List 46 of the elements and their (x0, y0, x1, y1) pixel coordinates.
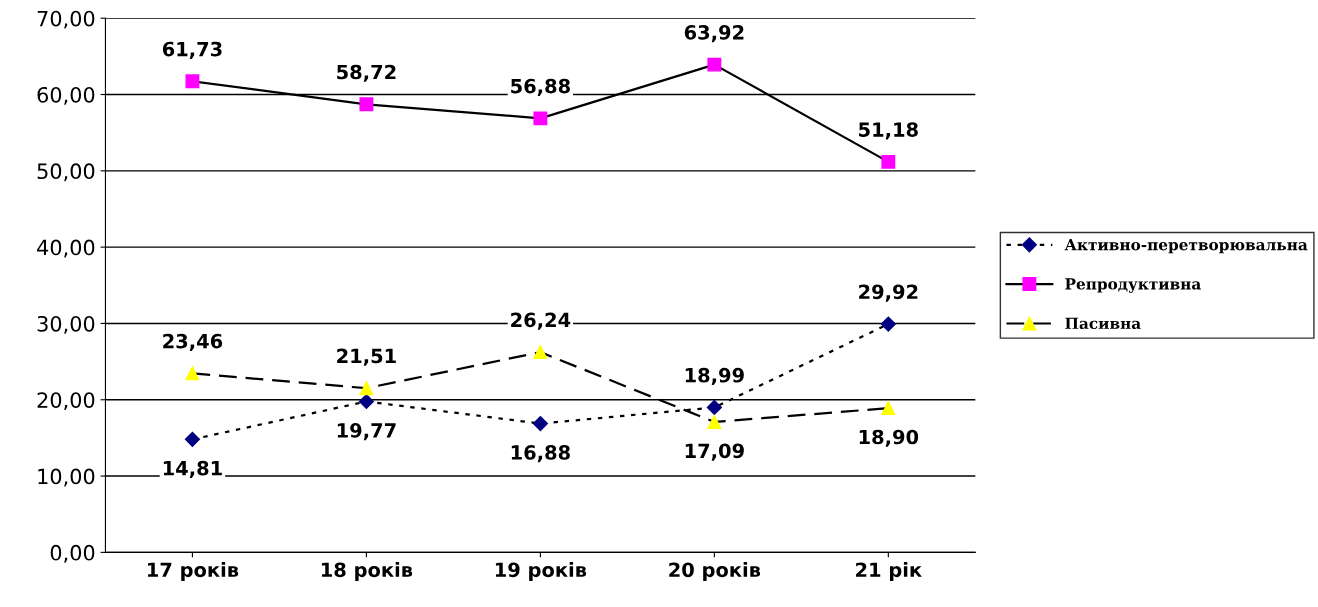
legend-label: Активно-перетворювальна (1064, 239, 1308, 254)
point (358, 393, 374, 410)
point (533, 345, 548, 360)
data-label: 56,88 (511, 78, 570, 96)
x-tick-label: 18 років (321, 562, 413, 581)
y-tick-label: 50,00 (37, 163, 95, 182)
y-tick-label: 30,00 (37, 315, 95, 334)
data-label: 61,73 (162, 41, 222, 59)
y-tick-label: 60,00 (37, 86, 95, 105)
x-tick-label: 17 років (147, 562, 239, 581)
legend-label: Пасивна (1065, 317, 1141, 330)
data-label: 14,81 (163, 460, 222, 479)
data-label: 29,92 (859, 284, 918, 302)
data-label: 23,46 (163, 333, 223, 351)
point (185, 366, 200, 381)
x-tick-label: 21 рік (856, 562, 922, 581)
legend-label: Репродуктивна (1065, 278, 1201, 293)
data-label: 63,92 (684, 24, 744, 43)
data-label: 58,72 (337, 64, 396, 82)
y-tick-label: 40,00 (37, 239, 95, 258)
point (359, 381, 374, 396)
data-label: 21,51 (337, 348, 396, 366)
point (533, 111, 548, 126)
point (184, 431, 200, 447)
y-tick-label: 10,00 (38, 468, 95, 487)
point (707, 57, 722, 72)
point (532, 415, 548, 432)
data-label: 26,24 (511, 312, 571, 330)
point (707, 415, 722, 429)
data-label: 18,90 (859, 429, 919, 447)
point (881, 401, 896, 416)
data-label: 17,09 (685, 443, 744, 461)
data-label: 16,88 (511, 445, 570, 463)
y-tick-label: 0,00 (50, 544, 95, 563)
x-tick-label: 20 років (669, 562, 761, 581)
y-tick-label: 70,00 (37, 10, 95, 29)
y-tick-label: 20,00 (37, 392, 95, 411)
point (359, 97, 374, 112)
point (880, 316, 896, 332)
data-label: 19,77 (337, 423, 396, 441)
point (881, 154, 896, 169)
point (706, 399, 722, 416)
data-label: 18,99 (685, 367, 744, 386)
x-tick-label: 19 років (495, 562, 587, 581)
data-label: 51,18 (859, 122, 918, 140)
point (185, 74, 200, 89)
